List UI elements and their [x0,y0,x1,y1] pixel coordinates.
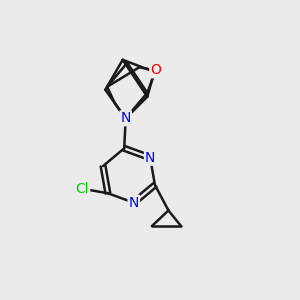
Text: N: N [121,111,131,125]
Text: N: N [129,196,139,210]
Text: N: N [145,151,155,165]
Text: O: O [150,63,161,77]
Text: Cl: Cl [76,182,89,196]
